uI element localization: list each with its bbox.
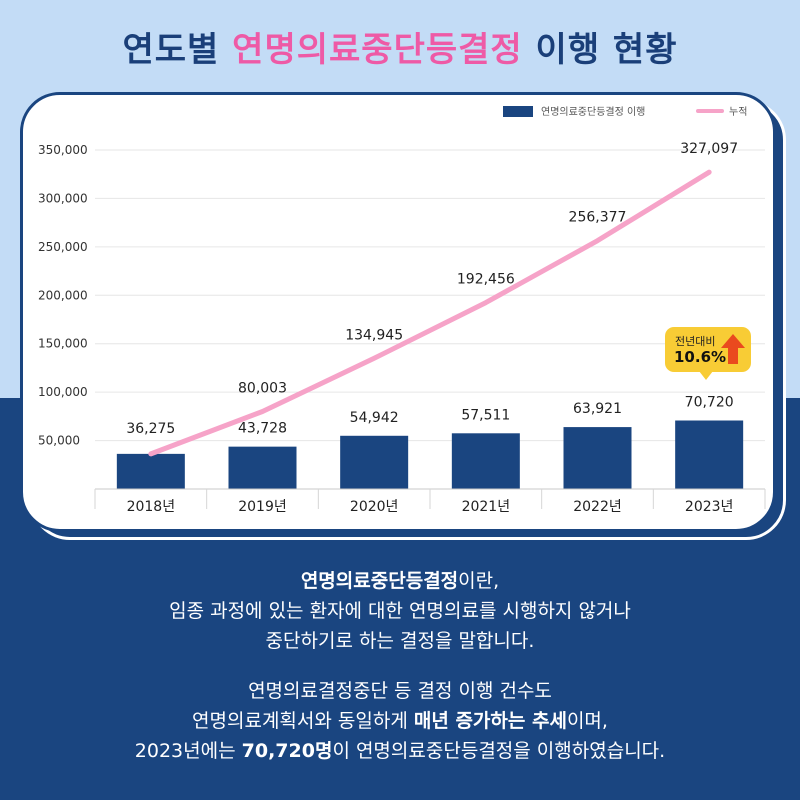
x-tick-label: 2022년 — [573, 499, 622, 515]
y-tick-label: 50,000 — [38, 434, 80, 448]
badge-label: 전년대비 — [675, 335, 716, 348]
page-title: 연도별 연명의료중단등결정 이행 현황 — [0, 22, 800, 71]
desc-term: 연명의료중단등결정 — [300, 570, 459, 592]
bar — [340, 435, 409, 489]
bar — [451, 433, 520, 489]
x-tick-label: 2020년 — [350, 499, 399, 515]
y-tick-label: 100,000 — [38, 385, 88, 399]
bar — [675, 420, 744, 489]
yoy-badge: 전년대비 10.6% — [665, 327, 751, 380]
x-tick-label: 2018년 — [127, 499, 176, 515]
bar — [228, 446, 297, 489]
desc-line6-bold: 70,720명 — [241, 740, 333, 762]
desc-line6-a: 2023년에는 — [134, 740, 242, 762]
desc-line1-rest: 이란, — [458, 570, 500, 592]
desc-line5-a: 연명의료계획서와 동일하게 — [192, 710, 414, 732]
desc-line5-bold: 매년 증가하는 추세 — [413, 710, 567, 732]
y-tick-label: 150,000 — [38, 337, 88, 351]
desc-line5-c: 이며, — [566, 710, 608, 732]
x-tick-label: 2021년 — [462, 499, 511, 515]
legend-swatch-bar — [503, 106, 533, 117]
y-tick-label: 250,000 — [38, 240, 88, 254]
x-tick-label: 2019년 — [238, 499, 287, 515]
line-data-label: 327,097 — [680, 141, 738, 157]
title-part1: 연도별 — [122, 30, 233, 70]
description-paragraph-2: 연명의료결정중단 등 결정 이행 건수도 연명의료계획서와 동일하게 매년 증가… — [0, 676, 800, 766]
title-highlight: 연명의료중단등결정 — [232, 30, 523, 70]
bar-data-label: 70,720 — [685, 395, 734, 411]
desc-line2: 임종 과정에 있는 환자에 대한 연명의료를 시행하지 않거나 — [169, 600, 631, 622]
legend-label-bar: 연명의료중단등결정 이행 — [541, 106, 645, 118]
title-part2: 이행 현황 — [522, 30, 678, 70]
badge-value: 10.6% — [674, 348, 727, 366]
desc-line3: 중단하기로 하는 결정을 말합니다. — [265, 630, 535, 652]
bar — [563, 427, 632, 489]
y-tick-label: 350,000 — [38, 143, 88, 157]
y-tick-label: 300,000 — [38, 191, 88, 205]
desc-line6-c: 이 연명의료중단등결정을 이행하였습니다. — [332, 740, 666, 762]
line-data-label: 134,945 — [345, 327, 403, 343]
desc-line4: 연명의료결정중단 등 결정 이행 건수도 — [248, 680, 552, 702]
description-paragraph-1: 연명의료중단등결정이란, 임종 과정에 있는 환자에 대한 연명의료를 시행하지… — [0, 566, 800, 656]
bar-data-label: 43,728 — [238, 421, 287, 437]
bar-data-label: 36,275 — [126, 421, 175, 437]
y-tick-label: 200,000 — [38, 288, 88, 302]
line-data-label: 192,456 — [457, 272, 515, 288]
bar — [116, 453, 185, 489]
up-arrow-icon — [721, 334, 745, 364]
x-tick-label: 2023년 — [685, 499, 734, 515]
bar-data-label: 54,942 — [350, 410, 399, 426]
bar-data-label: 57,511 — [461, 407, 510, 423]
bar-data-label: 63,921 — [573, 401, 622, 417]
legend-label-line: 누적 — [729, 106, 747, 118]
cumulative-line — [148, 169, 712, 457]
line-data-label: 256,377 — [569, 210, 627, 226]
line-data-label: 80,003 — [238, 381, 287, 397]
